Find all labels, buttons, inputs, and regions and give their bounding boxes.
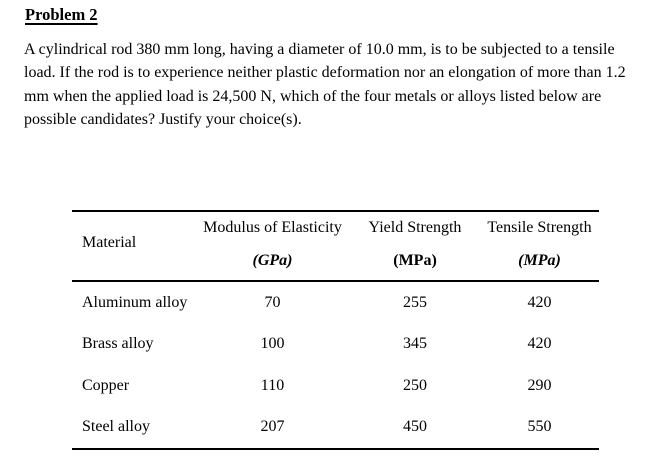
cell-tensile: 420: [527, 293, 552, 311]
header-tensile: Tensile Strength (MPa): [480, 212, 599, 280]
cell-material: Copper: [82, 376, 130, 394]
problem-statement: A cylindrical rod 380 mm long, having a …: [24, 38, 626, 132]
cell-tensile: 420: [527, 335, 552, 353]
header-tensile-label: Tensile Strength: [487, 219, 592, 236]
statement-line: A cylindrical rod 380 mm long, having a …: [24, 41, 615, 58]
header-yield-unit: (MPa): [393, 252, 437, 269]
cell-yield: 255: [403, 293, 427, 311]
header-yield: Yield Strength (MPa): [350, 212, 480, 280]
cell-material: Brass alloy: [82, 335, 154, 353]
header-yield-label: Yield Strength: [368, 219, 462, 236]
cell-tensile: 290: [527, 376, 552, 394]
cell-yield: 345: [403, 335, 427, 353]
cell-material: Steel alloy: [82, 418, 150, 436]
header-modulus: Modulus of Elasticity (GPa): [195, 212, 350, 280]
header-material: Material: [82, 234, 137, 251]
table-header-row: Material Modulus of Elasticity (GPa) Yie…: [72, 212, 599, 282]
table-row: Copper 110 250 290: [72, 365, 599, 407]
statement-line: possible candidates? Justify your choice…: [24, 111, 302, 129]
header-modulus-label: Modulus of Elasticity: [203, 219, 342, 236]
cell-modulus: 70: [264, 293, 281, 311]
cell-yield: 450: [403, 418, 427, 436]
table-body: Aluminum alloy 70 255 420 Brass alloy 10…: [72, 282, 599, 448]
cell-tensile: 550: [527, 418, 552, 436]
cell-modulus: 100: [260, 335, 285, 353]
header-tensile-unit: (MPa): [518, 252, 561, 269]
table-row: Brass alloy 100 345 420: [72, 324, 599, 366]
header-modulus-unit: (GPa): [252, 252, 293, 269]
cell-yield: 250: [403, 376, 427, 394]
cell-modulus: 207: [260, 418, 285, 436]
table-row: Aluminum alloy 70 255 420: [72, 282, 599, 324]
cell-material: Aluminum alloy: [82, 293, 188, 311]
statement-line: load. If the rod is to experience neithe…: [24, 64, 626, 82]
cell-modulus: 110: [260, 376, 285, 394]
problem-title: Problem 2: [25, 5, 98, 24]
materials-properties-table: Material Modulus of Elasticity (GPa) Yie…: [72, 210, 599, 450]
table-row: Steel alloy 207 450 550: [72, 407, 599, 449]
statement-line: mm when the applied load is 24,500 N, wh…: [24, 87, 602, 105]
